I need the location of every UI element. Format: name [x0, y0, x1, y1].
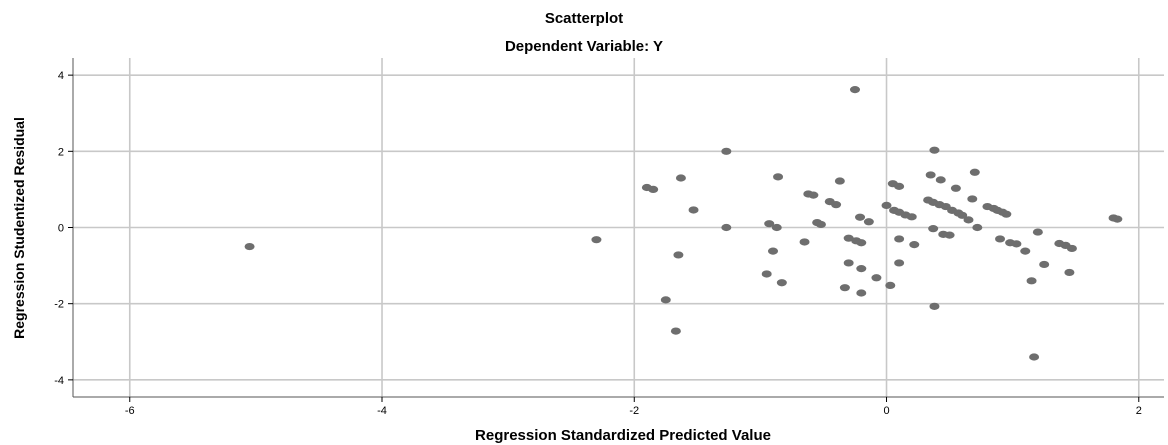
y-tick-label: -4 — [54, 375, 64, 387]
scatter-point — [831, 201, 842, 209]
y-tick-label: 4 — [58, 70, 64, 82]
scatter-point — [776, 279, 787, 287]
chart-subtitle: Dependent Variable: Y — [505, 38, 663, 55]
scatter-point — [906, 213, 917, 221]
scatter-point — [1039, 260, 1050, 269]
scatter-point — [894, 259, 905, 267]
scatter-point — [856, 239, 867, 247]
scatter-point — [843, 234, 854, 242]
scatter-point — [909, 241, 920, 249]
scatter-point — [771, 223, 782, 232]
scatter-point — [1064, 268, 1075, 277]
scatter-point — [761, 270, 772, 278]
data-points — [244, 86, 1123, 361]
scatter-point — [925, 171, 936, 179]
scatter-point — [1029, 353, 1040, 361]
scatter-point — [894, 182, 905, 190]
scatter-point — [894, 235, 905, 243]
scatter-point — [815, 220, 826, 229]
scatter-point — [660, 296, 671, 304]
plot-area: -6 -4 -2 0 2 -4 -2 0 2 4 — [54, 58, 1164, 417]
scatter-point — [995, 235, 1006, 243]
scatter-point — [768, 247, 779, 255]
axis-ticks: -6 -4 -2 0 2 -4 -2 0 2 4 — [54, 70, 1142, 417]
scatter-point — [1032, 228, 1043, 236]
scatter-point — [1026, 277, 1037, 285]
x-tick-label: -6 — [125, 405, 135, 417]
scatter-point — [591, 236, 602, 244]
scatter-point — [849, 86, 860, 94]
scatter-point — [967, 195, 978, 203]
x-tick-label: 2 — [1136, 405, 1142, 417]
scatter-point — [675, 174, 686, 182]
scatter-point — [1066, 244, 1077, 253]
scatter-point — [856, 265, 867, 273]
scatter-point — [839, 284, 850, 292]
x-tick-label: 0 — [883, 405, 889, 417]
scatter-point — [856, 289, 867, 297]
scatter-point — [881, 201, 892, 210]
scatter-point — [1011, 240, 1022, 248]
scatter-point — [799, 238, 810, 246]
scatter-point — [963, 216, 974, 224]
scatter-point — [721, 223, 732, 232]
scatter-point — [950, 184, 961, 192]
y-tick-label: 0 — [58, 223, 64, 235]
y-tick-label: 2 — [58, 146, 64, 158]
scatter-point — [808, 191, 819, 199]
scatter-point — [929, 146, 940, 154]
scatter-point — [855, 213, 866, 221]
scatter-point — [834, 177, 845, 185]
y-axis-label: Regression Studentized Residual — [11, 117, 27, 339]
scatter-point — [1112, 215, 1123, 223]
scatter-point — [721, 147, 732, 155]
grid-lines — [73, 58, 1164, 397]
scatter-point — [944, 231, 955, 239]
scatter-point — [688, 206, 699, 214]
scatter-point — [969, 168, 980, 176]
scatter-point — [673, 251, 684, 259]
scatter-point — [957, 211, 968, 219]
scatter-point — [928, 225, 939, 233]
scatter-point — [764, 220, 775, 228]
chart-title: Scatterplot — [545, 10, 623, 27]
x-tick-label: -2 — [629, 405, 639, 417]
scatter-point — [1020, 247, 1031, 255]
scatter-point — [670, 327, 681, 335]
scatter-point — [972, 223, 983, 232]
x-tick-label: -4 — [377, 405, 387, 417]
scatter-point — [1001, 210, 1012, 218]
scatter-point — [929, 302, 940, 310]
scatter-point — [648, 185, 659, 194]
scatter-point — [244, 242, 255, 251]
y-tick-label: -2 — [54, 299, 64, 311]
scatter-point — [885, 281, 896, 289]
scatter-point — [843, 259, 854, 267]
x-axis-label: Regression Standardized Predicted Value — [475, 427, 771, 444]
scatter-point — [863, 218, 874, 226]
scatter-point — [935, 176, 946, 184]
scatter-point — [871, 274, 882, 282]
scatter-point — [773, 173, 784, 181]
